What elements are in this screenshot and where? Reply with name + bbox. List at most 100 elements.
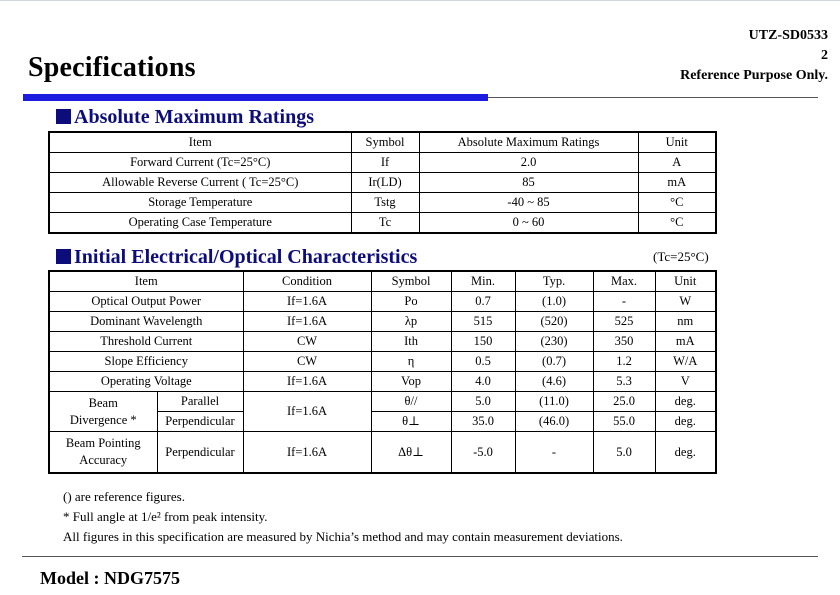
table-cell: Operating Case Temperature [48,212,352,234]
table-row-beam-divergence-parallel: Beam Divergence * Parallel If=1.6A θ// 5… [48,391,717,432]
absolute-max-ratings-table: Item Symbol Absolute Maximum Ratings Uni… [48,131,717,234]
table-cell: 5.3 [592,371,656,392]
table-cell: 4.0 [450,371,516,392]
table-cell: Parallel [156,391,244,412]
table-header-row: Item Symbol Absolute Maximum Ratings Uni… [48,131,717,153]
table-cell: 85 [418,172,639,193]
label-line: Beam Pointing [65,436,141,450]
table-cell: - [592,291,656,312]
title-underline-bar [23,94,488,101]
table-cell: (1.0) [514,291,594,312]
table-cell: deg. [654,391,717,412]
table-cell: (520) [514,311,594,332]
table-cell: (0.7) [514,351,594,372]
title-underline-rule [488,97,818,98]
table-cell: 515 [450,311,516,332]
table-cell: 150 [450,331,516,352]
table-cell: - [514,431,594,474]
table-cell: 2.0 [418,152,639,173]
table-row: Operating Case Temperature Tc 0 ~ 60 °C [48,212,717,234]
table-cell: V [654,371,717,392]
table-cell: Ith [370,331,452,352]
table-cell: (4.6) [514,371,594,392]
label-line: Beam [88,395,118,410]
table-cell: -40 ~ 85 [418,192,639,213]
table-cell: λp [370,311,452,332]
page-number: 2 [821,48,828,63]
table-cell: If=1.6A [242,371,372,392]
beam-divergence-label: Beam Divergence * [48,391,158,432]
table-row: Operating Voltage If=1.6A Vop 4.0 (4.6) … [48,371,717,392]
column-header: Min. [450,270,516,292]
table-cell: Vop [370,371,452,392]
table-row-beam-pointing: Beam Pointing Accuracy Perpendicular If=… [48,431,717,474]
table-cell: Slope Efficiency [48,351,244,372]
table-cell: Operating Voltage [48,371,244,392]
section-heading-text: Absolute Maximum Ratings [74,106,315,128]
table-row: Slope Efficiency CW η 0.5 (0.7) 1.2 W/A [48,351,717,372]
table-cell: 35.0 [450,411,516,432]
table-cell: (11.0) [514,391,594,412]
table-cell: 0.7 [450,291,516,312]
table-cell: Threshold Current [48,331,244,352]
table-row: Threshold Current CW Ith 150 (230) 350 m… [48,331,717,352]
table-cell: CW [242,331,372,352]
column-header: Condition [242,270,372,292]
table-cell: 55.0 [592,411,656,432]
page-title: Specifications [28,52,196,83]
table-cell: mA [637,172,717,193]
column-header: Typ. [514,270,594,292]
column-header: Absolute Maximum Ratings [418,131,639,153]
column-header: Symbol [350,131,420,153]
table-cell: deg. [654,411,717,432]
table-cell: 0 ~ 60 [418,212,639,234]
table-cell: Storage Temperature [48,192,352,213]
table-cell: W/A [654,351,717,372]
table-cell: °C [637,192,717,213]
table-cell: -5.0 [450,431,516,474]
table-cell: Po [370,291,452,312]
table-cell: If=1.6A [242,391,372,432]
square-bullet-icon [56,249,71,264]
table-cell: Optical Output Power [48,291,244,312]
model-name: Model : NDG7575 [40,568,180,588]
table-cell: 5.0 [450,391,516,412]
section-heading-electrical-optical: Initial Electrical/Optical Characteristi… [56,246,417,269]
table-cell: deg. [654,431,717,474]
table-cell: mA [654,331,717,352]
temperature-condition-note: (Tc=25°C) [653,249,709,264]
label-line: Divergence * [69,412,137,427]
table-cell: θ⊥ [370,411,452,432]
table-cell: Allowable Reverse Current ( Tc=25°C) [48,172,352,193]
table-cell: Δθ⊥ [370,431,452,474]
column-header: Unit [637,131,717,153]
footnotes: () are reference figures. * Full angle a… [63,487,623,547]
table-cell: (46.0) [514,411,594,432]
column-header: Symbol [370,270,452,292]
table-header-row: Item Condition Symbol Min. Typ. Max. Uni… [48,270,717,292]
document-id: UTZ-SD0533 [748,28,828,43]
table-cell: 5.0 [592,431,656,474]
table-cell: °C [637,212,717,234]
footnote: All figures in this specification are me… [63,529,623,544]
column-header: Max. [592,270,656,292]
electrical-optical-table: Item Condition Symbol Min. Typ. Max. Uni… [48,270,718,474]
table-row: Forward Current (Tc=25°C) If 2.0 A [48,152,717,173]
footnote: * Full angle at 1/e² from peak intensity… [63,509,268,524]
column-header: Item [48,270,244,292]
table-row: Dominant Wavelength If=1.6A λp 515 (520)… [48,311,717,332]
table-cell: Ir(LD) [350,172,420,193]
section-heading-text: Initial Electrical/Optical Characteristi… [74,246,418,268]
table-cell: 350 [592,331,656,352]
table-cell: Tc [350,212,420,234]
table-cell: A [637,152,717,173]
table-cell: Forward Current (Tc=25°C) [48,152,352,173]
reference-note: Reference Purpose Only. [680,68,828,83]
section-heading-absolute-max: Absolute Maximum Ratings [56,106,314,129]
column-header: Item [48,131,352,153]
table-row: Optical Output Power If=1.6A Po 0.7 (1.0… [48,291,717,312]
table-cell: (230) [514,331,594,352]
table-cell: If=1.6A [242,311,372,332]
table-cell: Dominant Wavelength [48,311,244,332]
footnote: () are reference figures. [63,489,185,504]
